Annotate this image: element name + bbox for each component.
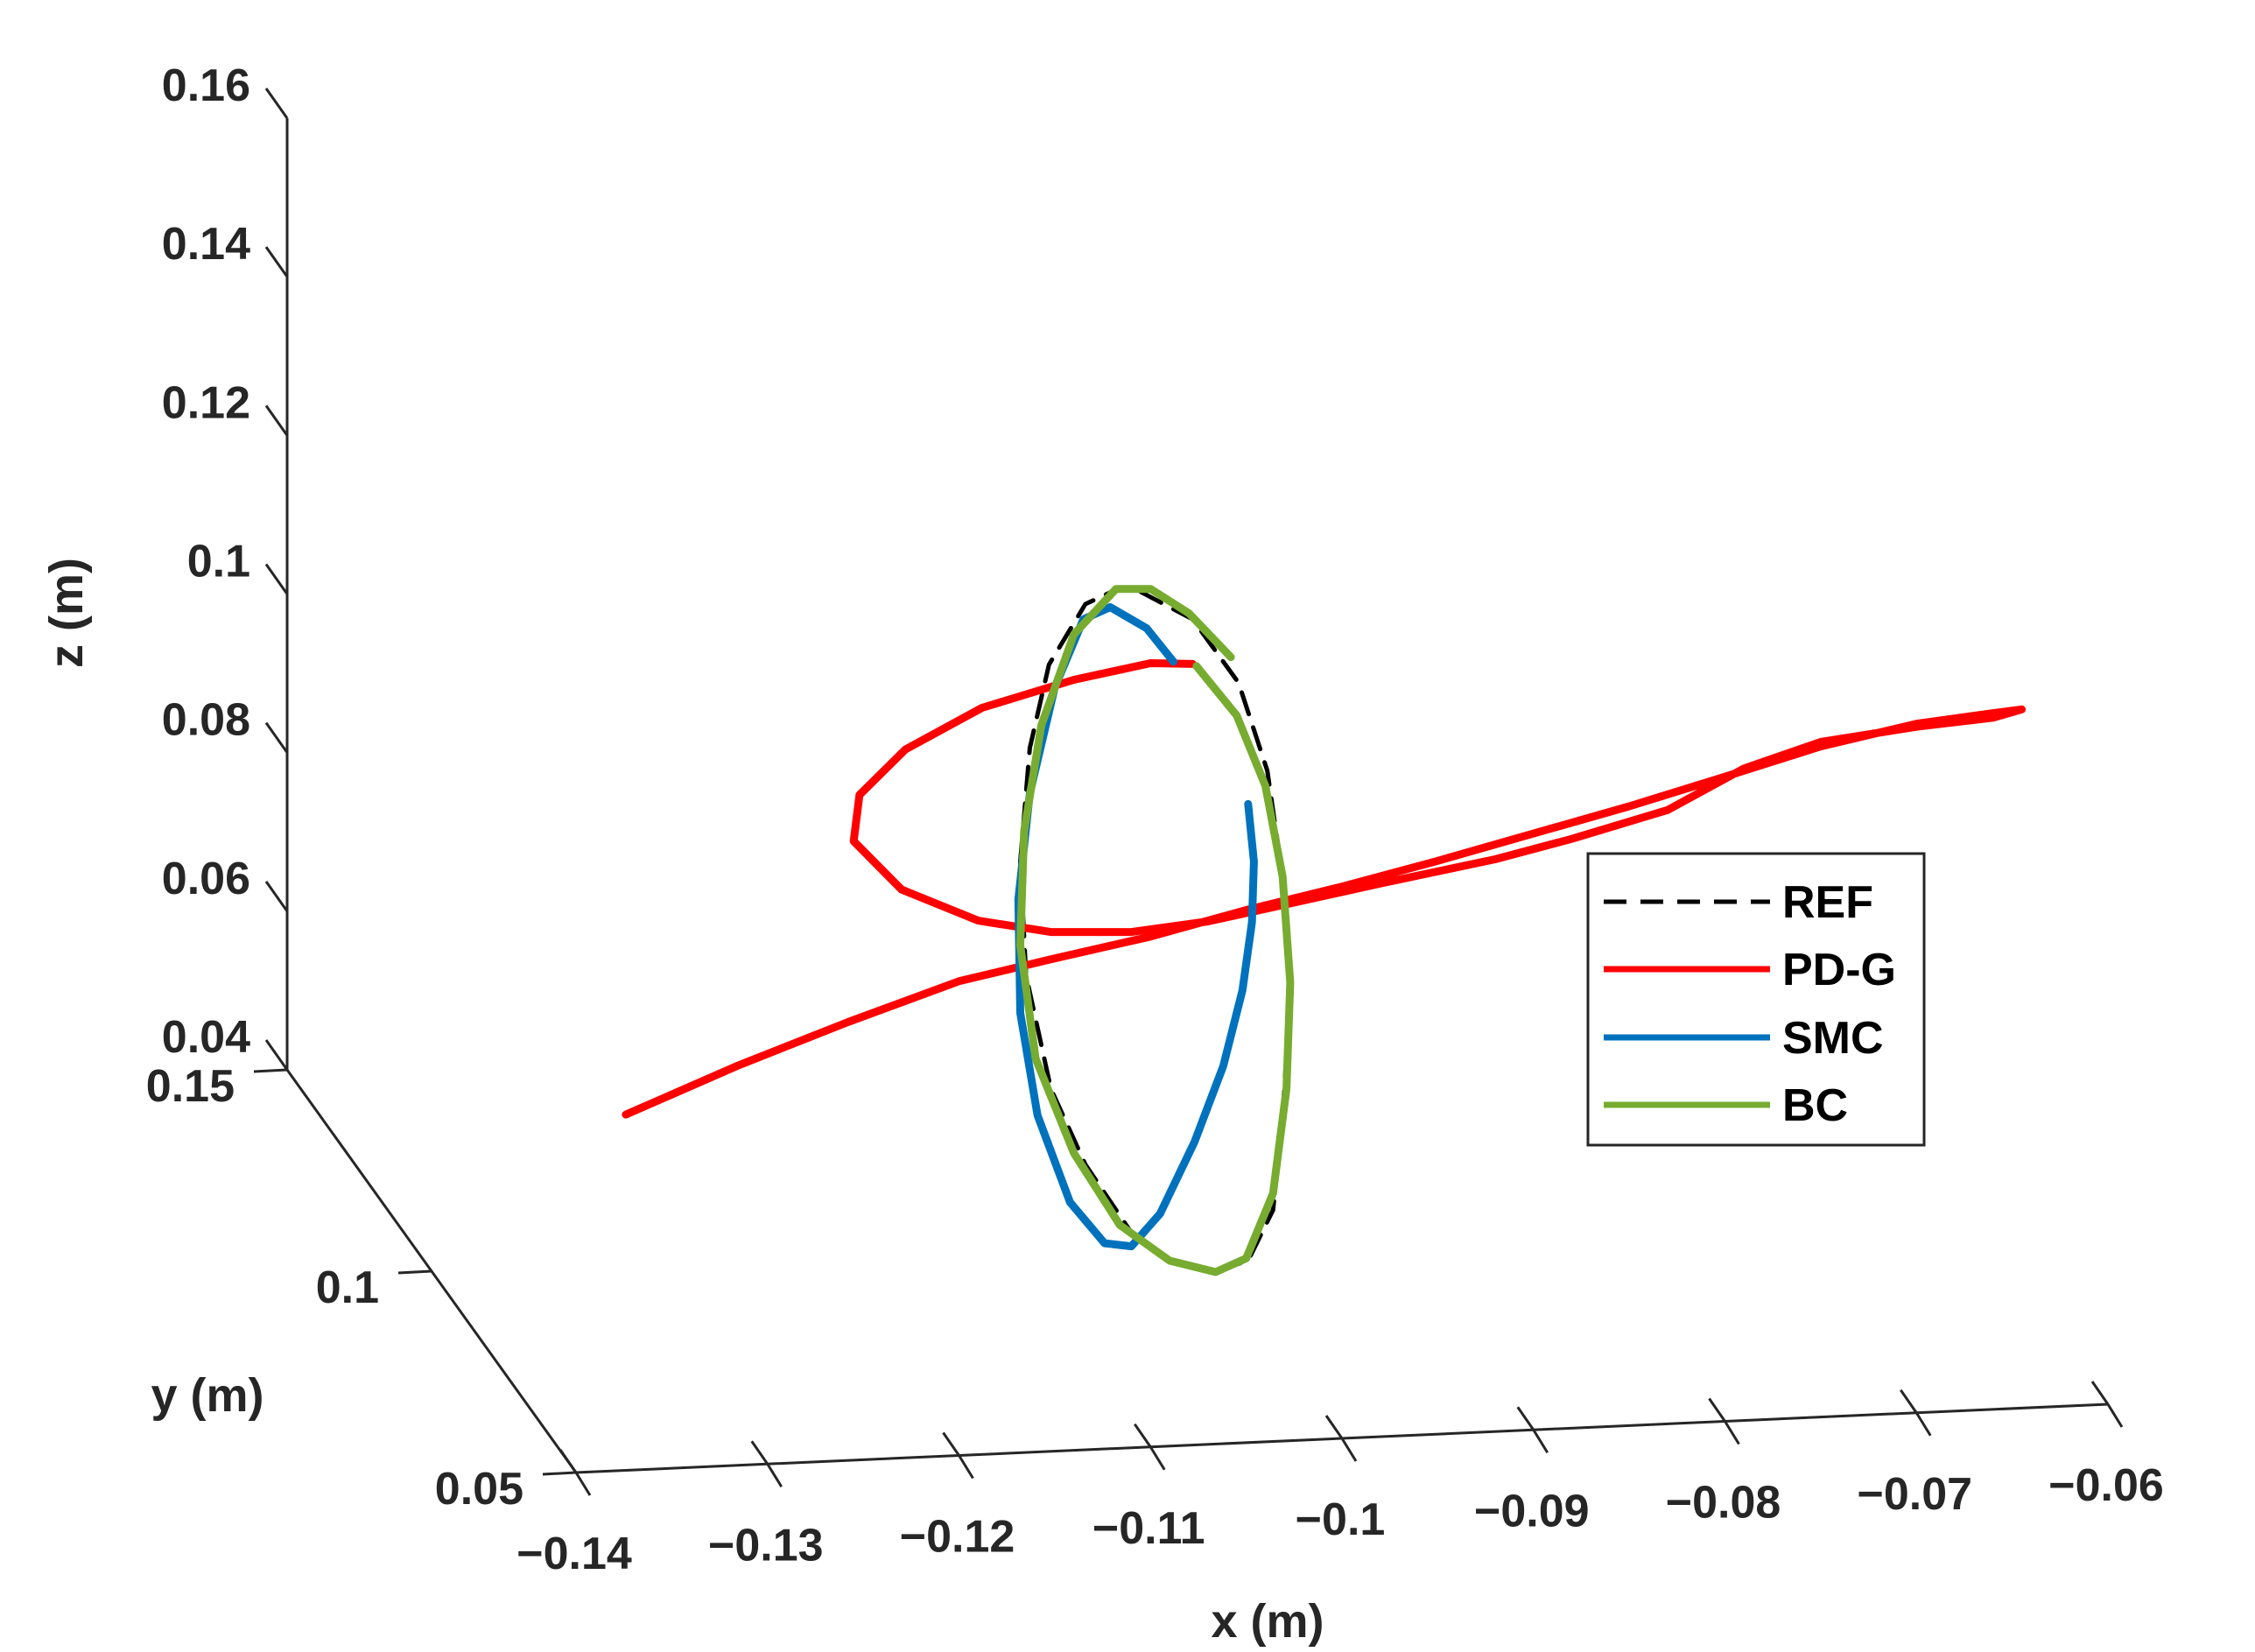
x-tick-mark xyxy=(574,1472,592,1496)
x-tick-label: −0.13 xyxy=(708,1520,824,1571)
y-tick-mark xyxy=(397,1269,432,1275)
z-tick-label: 0.08 xyxy=(162,695,250,746)
y-tick-mark xyxy=(253,1068,288,1073)
x-tick-label: −0.06 xyxy=(2048,1460,2164,1511)
z-tick-mark xyxy=(264,246,289,278)
z-tick-label: 0.12 xyxy=(162,377,250,428)
z-tick-mark xyxy=(264,1039,289,1071)
x-tick-mark-inner xyxy=(1516,1406,1535,1431)
x-tick-mark-inner xyxy=(942,1431,960,1457)
legend: REF PD-G SMC BC xyxy=(1586,852,1926,1147)
x-tick-label: −0.1 xyxy=(1296,1494,1386,1545)
x-tick-label: −0.09 xyxy=(1474,1486,1590,1536)
y-tick-label: 0.1 xyxy=(316,1262,379,1313)
series-line-pd-g xyxy=(622,659,2027,1119)
x-tick-label: −0.07 xyxy=(1857,1469,1972,1520)
x-tick-mark xyxy=(2106,1403,2124,1428)
x-tick-mark xyxy=(766,1463,783,1488)
z-tick-label: 0.14 xyxy=(162,219,250,270)
x-tick-label: −0.12 xyxy=(900,1512,1015,1563)
z-tick-label: 0.16 xyxy=(162,60,250,111)
x-tick-mark xyxy=(1340,1438,1358,1462)
z-tick-label: 0.04 xyxy=(162,1012,250,1063)
x-axis-label: x (m) xyxy=(1211,1595,1324,1648)
legend-label-pd-g: PD-G xyxy=(1782,945,1896,995)
x-tick-mark xyxy=(1149,1445,1166,1471)
y-tick-label: 0.15 xyxy=(146,1061,235,1112)
tick-labels: 0.04 0.06 0.08 0.1 0.12 0.14 0.16 0.05 0.1 0.15 −0… xyxy=(146,60,2164,1579)
legend-item-smc: SMC xyxy=(1604,1013,1884,1064)
z-axis-label: z (m) xyxy=(40,558,93,668)
y-tick-label: 0.05 xyxy=(435,1464,523,1515)
legend-item-pd-g: PD-G xyxy=(1604,945,1896,995)
x-tick-mark xyxy=(1914,1411,1932,1437)
z-tick-label: 0.1 xyxy=(187,537,250,587)
z-tick-mark xyxy=(264,563,289,595)
z-tick-mark xyxy=(264,404,289,437)
x-tick-mark xyxy=(958,1454,974,1480)
x-tick-mark-inner xyxy=(558,1449,578,1473)
series-line-bc xyxy=(1016,585,1295,1276)
x-tick-label: −0.11 xyxy=(1092,1503,1205,1554)
legend-item-ref: REF xyxy=(1604,877,1873,928)
z-tick-mark xyxy=(264,88,289,119)
legend-box xyxy=(1586,852,1926,1147)
x-tick-mark-inner xyxy=(750,1440,769,1466)
x-tick-mark-inner xyxy=(1900,1388,1918,1414)
x-tick-mark-inner xyxy=(1134,1423,1152,1448)
series-lines xyxy=(622,585,2027,1276)
x-tick-mark xyxy=(1724,1420,1740,1445)
x-tick-label: −0.08 xyxy=(1666,1478,1781,1529)
x-tick-mark xyxy=(1532,1429,1549,1454)
legend-label-smc: SMC xyxy=(1782,1013,1884,1064)
x-tick-mark-inner xyxy=(1708,1397,1726,1423)
y-tick-mark xyxy=(542,1471,577,1476)
x-tick-label: −0.14 xyxy=(516,1529,632,1579)
z-tick-label: 0.06 xyxy=(162,854,250,904)
legend-item-bc: BC xyxy=(1604,1080,1848,1131)
x-tick-mark-inner xyxy=(1324,1415,1344,1439)
legend-label-bc: BC xyxy=(1782,1080,1848,1131)
legend-label-ref: REF xyxy=(1782,877,1873,928)
z-tick-mark xyxy=(264,880,289,912)
series-line-smc xyxy=(1014,603,1258,1251)
y-axis-label: y (m) xyxy=(151,1369,263,1422)
z-tick-mark xyxy=(264,721,289,754)
tick-marks xyxy=(253,88,2124,1496)
x-tick-mark-inner xyxy=(2090,1381,2110,1405)
